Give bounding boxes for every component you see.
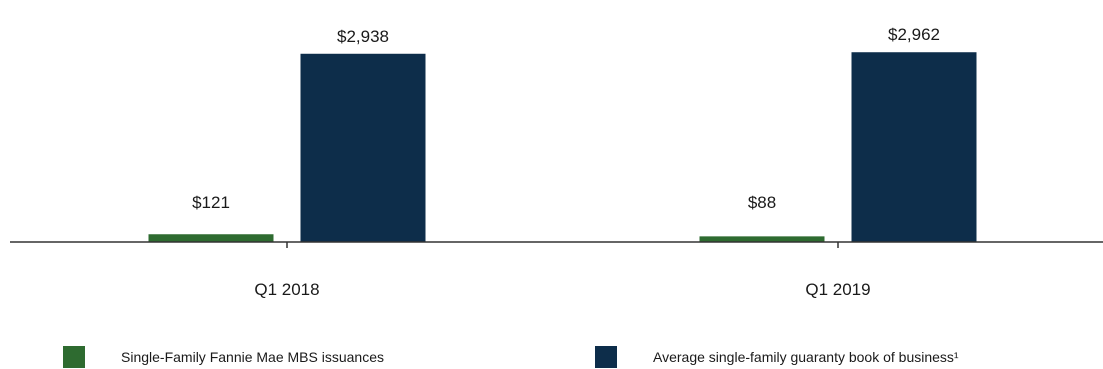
x-axis-ticks	[286, 242, 839, 248]
data-label-series1-1: $2,962	[888, 25, 940, 44]
legend-swatch-1	[595, 346, 617, 368]
bars-group	[148, 52, 977, 242]
x-tick-label-1: Q1 2019	[805, 280, 870, 299]
data-label-series0-1: $88	[748, 193, 776, 212]
legend-swatch-0	[63, 346, 85, 368]
value-labels-group: $121 $2,938 $88 $2,962	[192, 25, 940, 212]
bar-series0-0	[148, 234, 274, 242]
legend-label-1: Average single-family guaranty book of b…	[653, 349, 959, 365]
bar-series1-1	[851, 52, 977, 242]
legend-item-1: Average single-family guaranty book of b…	[595, 346, 959, 368]
bar-series1-0	[300, 53, 426, 242]
legend-label-0: Single-Family Fannie Mae MBS issuances	[121, 349, 384, 365]
data-label-series0-0: $121	[192, 193, 230, 212]
legend-item-0: Single-Family Fannie Mae MBS issuances	[63, 346, 384, 368]
x-tick-label-0: Q1 2018	[254, 280, 319, 299]
data-label-series1-0: $2,938	[337, 27, 389, 46]
x-axis-tick-labels: Q1 2018 Q1 2019	[254, 280, 870, 299]
bar-series0-1	[699, 236, 825, 242]
